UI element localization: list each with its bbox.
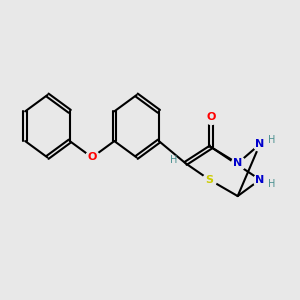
- Text: H: H: [170, 155, 177, 165]
- Text: H: H: [268, 135, 276, 145]
- Text: N: N: [233, 158, 242, 168]
- Text: N: N: [255, 175, 265, 185]
- Text: O: O: [87, 152, 97, 162]
- Text: O: O: [206, 112, 216, 122]
- Text: H: H: [268, 179, 276, 189]
- Text: S: S: [206, 175, 213, 185]
- Text: N: N: [255, 139, 265, 149]
